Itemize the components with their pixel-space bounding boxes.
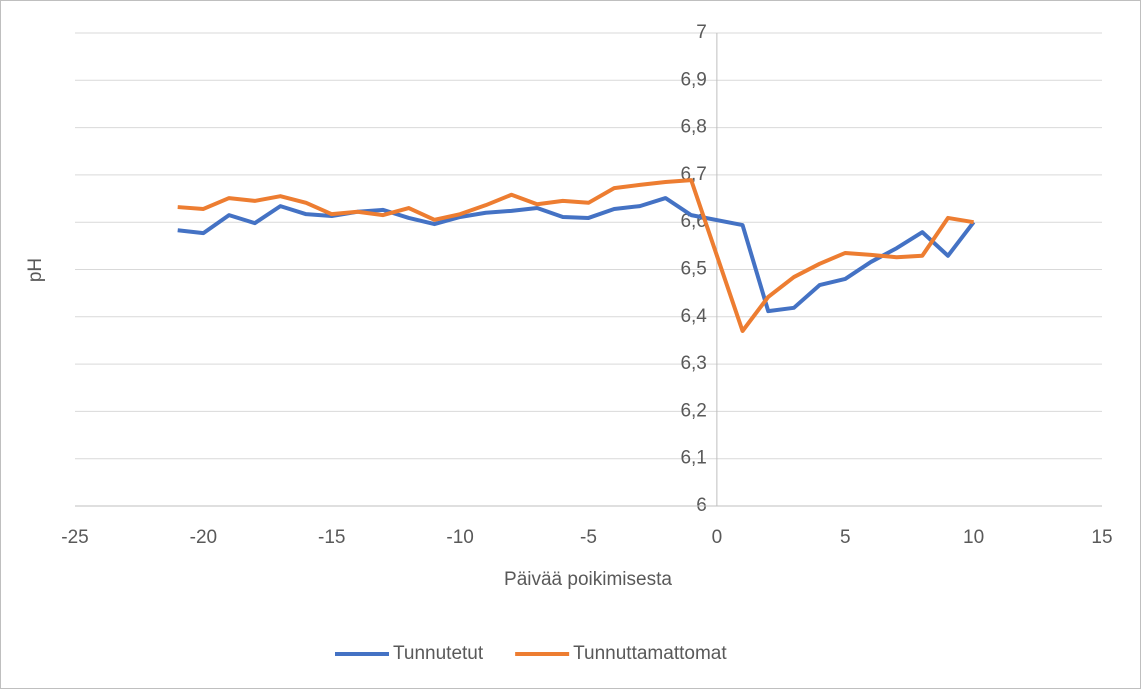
y-tick-label: 6,8 [680,117,706,138]
y-tick-label: 6,1 [680,448,706,469]
x-tick-label: 5 [840,527,851,548]
x-tick-label: -5 [580,527,597,548]
legend-label: Tunnuttamattomat [573,643,727,664]
y-tick-label: 6,9 [680,69,706,90]
series-line [177,196,976,314]
y-tick-label: 6,5 [680,259,706,280]
y-tick-label: 7 [696,22,707,43]
x-tick-label: -25 [61,527,88,548]
y-tick-label: 6,3 [680,353,706,374]
y-axis-title: pH [25,258,46,282]
series-line [177,178,974,333]
x-tick-label: 15 [1091,527,1112,548]
x-axis-title: Päivää poikimisesta [504,569,672,590]
y-tick-label: 6,4 [680,306,707,327]
legend-label: Tunnutetut [393,643,484,664]
x-tick-label: -15 [318,527,345,548]
y-tick-label: 6,2 [680,400,706,421]
x-tick-label: -20 [190,527,217,548]
x-tick-label: 0 [712,527,723,548]
x-tick-label: 10 [963,527,984,548]
x-tick-label: -10 [446,527,473,548]
